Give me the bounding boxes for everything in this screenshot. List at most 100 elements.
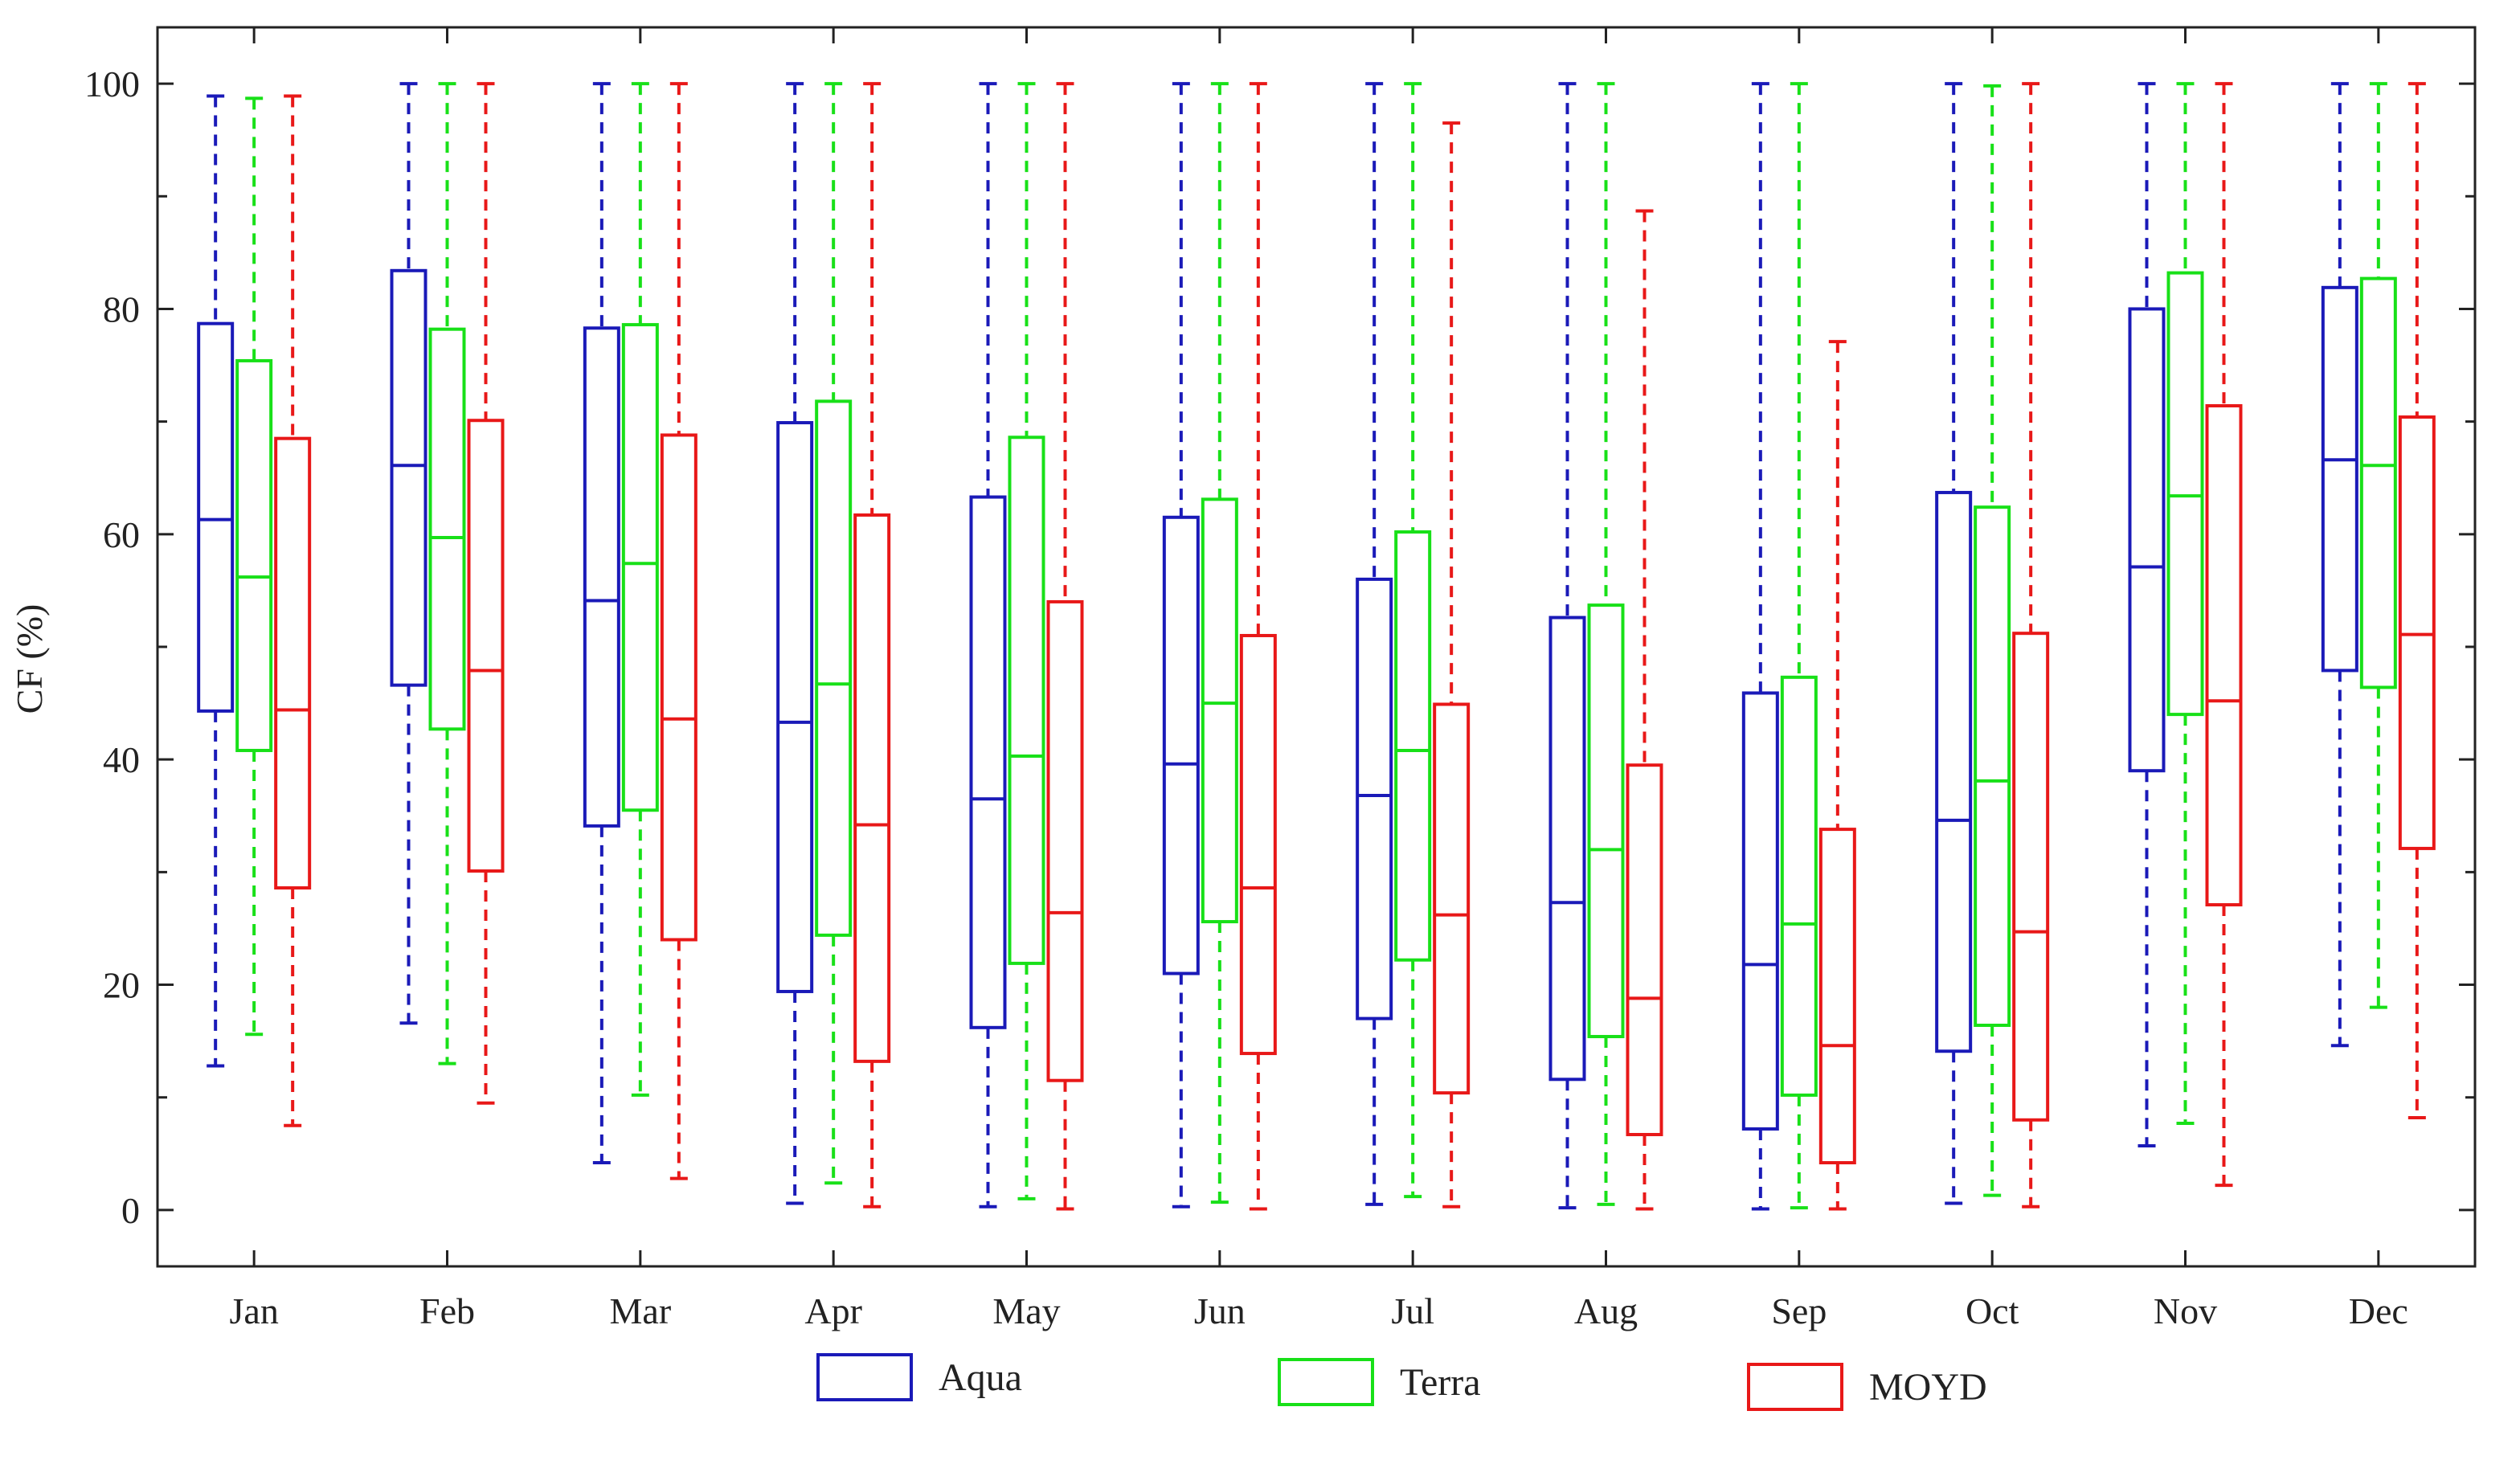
iqr-box (853, 513, 891, 1063)
y-tick-label: 20 (103, 965, 140, 1006)
y-tick-label: 0 (121, 1190, 140, 1231)
iqr-box (1780, 675, 1818, 1097)
iqr-box (2321, 285, 2358, 673)
iqr-box (1818, 828, 1856, 1165)
box-terra-apr (815, 82, 853, 1185)
legend-item-aqua: Aqua (816, 1353, 1022, 1401)
iqr-box (2359, 276, 2397, 689)
y-axis-label: CF (%) (9, 604, 50, 714)
iqr-box (1974, 505, 2011, 1028)
box-aqua-aug (1548, 82, 1586, 1210)
x-tick-label: Apr (804, 1290, 862, 1331)
iqr-box (1433, 702, 1471, 1095)
box-aqua-oct (1935, 82, 1973, 1205)
x-tick-label: May (992, 1290, 1060, 1331)
iqr-box (1008, 436, 1045, 965)
box-terra-aug (1587, 82, 1625, 1206)
box-terra-oct (1974, 84, 2011, 1197)
iqr-box (428, 327, 466, 731)
legend-item-terra: Terra (1278, 1358, 1481, 1406)
box-aqua-jan (197, 94, 235, 1068)
box-aqua-dec (2321, 82, 2358, 1048)
box-terra-jul (1394, 82, 1432, 1199)
iqr-box (815, 399, 853, 937)
box-terra-sep (1780, 82, 1818, 1210)
plot-frame (156, 26, 2477, 1268)
legend-label: MOYD (1869, 1366, 1987, 1409)
iqr-box (660, 433, 698, 942)
legend: Aqua Terra MOYD (816, 1353, 1987, 1411)
x-tick-label: Jul (1391, 1290, 1434, 1331)
iqr-box (1356, 577, 1393, 1020)
box-aqua-nov (2128, 82, 2166, 1148)
iqr-box (1626, 763, 1663, 1136)
box-moyd-may (1046, 82, 1084, 1211)
y-tick-label: 40 (103, 739, 140, 780)
iqr-box (1162, 515, 1200, 975)
iqr-box (1935, 490, 1973, 1053)
box-moyd-oct (2012, 82, 2050, 1208)
iqr-box (969, 495, 1007, 1029)
y-axis: 0 20 40 60 80 100 (84, 63, 2475, 1231)
iqr-box (583, 326, 620, 828)
iqr-box (621, 323, 659, 812)
box-aqua-jul (1356, 82, 1393, 1206)
x-tick-label: Oct (1966, 1290, 2019, 1331)
iqr-box (390, 268, 428, 687)
y-tick-label: 100 (84, 63, 140, 104)
x-tick-label: Nov (2154, 1290, 2217, 1331)
x-tick-label: Sep (1771, 1290, 1827, 1331)
box-terra-nov (2166, 82, 2204, 1125)
box-terra-jan (235, 96, 273, 1037)
box-moyd-dec (2398, 82, 2436, 1119)
box-moyd-sep (1818, 340, 1856, 1211)
box-aqua-jun (1162, 82, 1200, 1208)
box-moyd-aug (1626, 209, 1663, 1211)
iqr-box (467, 419, 505, 873)
iqr-box (2205, 404, 2243, 907)
box-moyd-nov (2205, 82, 2243, 1188)
iqr-box (1201, 497, 1238, 924)
iqr-box (2128, 307, 2166, 773)
iqr-box (776, 421, 814, 993)
box-moyd-jan (274, 94, 312, 1127)
iqr-box (1394, 530, 1432, 962)
x-tick-label: Feb (419, 1290, 475, 1331)
boxes-layer (197, 82, 2436, 1211)
x-tick-label: Aug (1574, 1290, 1638, 1331)
box-terra-feb (428, 82, 466, 1065)
iqr-box (1587, 603, 1625, 1039)
iqr-box (197, 321, 235, 713)
y-tick-label: 60 (103, 514, 140, 555)
x-tick-label: Jun (1194, 1290, 1246, 1331)
legend-label: Terra (1400, 1361, 1481, 1404)
x-tick-label: Dec (2349, 1290, 2408, 1331)
iqr-box (1046, 599, 1084, 1082)
box-aqua-feb (390, 82, 428, 1025)
box-moyd-mar (660, 82, 698, 1180)
legend-swatch (1278, 1358, 1374, 1406)
box-moyd-jun (1239, 82, 1277, 1211)
box-terra-mar (621, 82, 659, 1097)
iqr-box (2166, 271, 2204, 717)
legend-swatch (816, 1353, 913, 1401)
x-axis: Jan Feb Mar Apr May Jun Jul Aug Sep Oct Nov Dec (230, 27, 2408, 1331)
iqr-box (1239, 633, 1277, 1056)
box-aqua-apr (776, 82, 814, 1205)
iqr-box (2012, 632, 2050, 1122)
box-terra-dec (2359, 82, 2397, 1009)
legend-swatch (1747, 1363, 1843, 1411)
box-aqua-sep (1741, 82, 1779, 1211)
iqr-box (235, 358, 273, 752)
iqr-box (1741, 691, 1779, 1131)
legend-label: Aqua (939, 1356, 1022, 1399)
box-moyd-apr (853, 82, 891, 1208)
box-aqua-mar (583, 82, 620, 1165)
x-tick-label: Mar (610, 1290, 672, 1331)
legend-item-moyd: MOYD (1747, 1363, 1987, 1411)
iqr-box (274, 436, 312, 889)
iqr-box (1548, 615, 1586, 1082)
iqr-box (2398, 415, 2436, 850)
y-tick-label: 80 (103, 288, 140, 329)
